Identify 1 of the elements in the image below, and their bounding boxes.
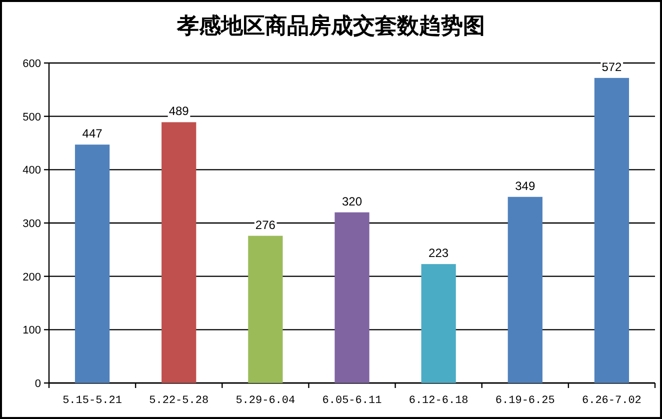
title: 孝感地区商品房成交套数趋势图 <box>177 13 485 39</box>
